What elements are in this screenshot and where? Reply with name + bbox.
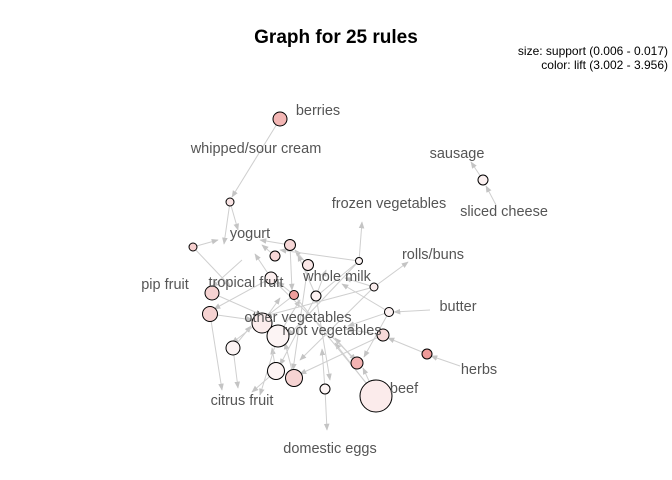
rule-node (204, 285, 220, 301)
rule-edge (211, 292, 263, 316)
rule-edge (270, 277, 357, 361)
rule-node (251, 312, 273, 334)
rule-node (202, 306, 218, 322)
rule-edge (344, 277, 375, 288)
rule-edge (222, 201, 231, 245)
item-label: frozen vegetables (332, 196, 446, 212)
rule-node (225, 197, 235, 207)
rule-node (225, 340, 241, 356)
rule-node (269, 250, 281, 262)
item-label: sliced cheese (460, 204, 548, 220)
rule-edge (299, 286, 375, 361)
rule-edge (373, 261, 409, 288)
rule-node (477, 174, 489, 186)
rule-edge (319, 348, 326, 390)
rule-edge (213, 277, 272, 310)
rule-edge (229, 201, 239, 231)
rule-node (384, 307, 394, 317)
rule-edge (279, 295, 317, 366)
rule-node (289, 290, 299, 300)
item-label: rolls/buns (402, 247, 464, 263)
item-label: other vegetables (244, 310, 351, 326)
rule-node (355, 257, 363, 265)
rule-edge (231, 118, 281, 198)
rule-edge (279, 248, 360, 262)
rule-edge (288, 244, 295, 291)
rule-edge (387, 337, 428, 355)
item-label: beef (390, 381, 419, 397)
rule-node (285, 369, 303, 387)
item-label: sausage (430, 146, 485, 162)
rule-edge (363, 311, 390, 358)
rule-edge (264, 286, 375, 318)
item-labels: berries whipped/sour cream sausage sliced c… (141, 103, 548, 457)
rule-edge (209, 313, 224, 391)
rule-nodes (188, 111, 489, 413)
rule-node (359, 379, 393, 413)
rule-edge (323, 388, 330, 431)
rule-edge (211, 259, 243, 288)
rule-node (376, 328, 390, 342)
item-label: domestic eggs (283, 441, 377, 457)
rule-edge (347, 311, 390, 327)
rule-edge (393, 308, 431, 315)
legend-color: color: lift (3.002 - 3.956) (541, 58, 668, 72)
item-label: pip fruit (141, 277, 189, 293)
rule-edge (192, 246, 231, 287)
item-label: citrus fruit (211, 393, 274, 409)
rule-node (421, 348, 433, 360)
rule-edge (358, 221, 365, 262)
rule-edge (291, 264, 309, 371)
rule-node (284, 239, 296, 251)
item-label: whole milk (302, 269, 371, 285)
item-label: whipped/sour cream (190, 141, 322, 157)
item-label: butter (439, 299, 476, 315)
item-label: berries (296, 103, 340, 119)
rule-node (350, 356, 364, 370)
rule-edge (315, 295, 332, 381)
rule-node (319, 383, 331, 395)
rule-node (310, 290, 322, 302)
rule-node (302, 259, 314, 271)
item-label: herbs (461, 362, 497, 378)
rule-node (369, 282, 379, 292)
rule-edge (299, 334, 384, 375)
rule-edge (430, 355, 461, 367)
item-label: yogurt (230, 226, 270, 242)
rule-node (267, 362, 285, 380)
rule-edge (293, 294, 373, 391)
rule-node (272, 111, 288, 127)
rule-node (264, 271, 278, 285)
rule-node (266, 324, 290, 348)
item-label: root vegetables (282, 323, 381, 339)
rule-edge (341, 283, 390, 313)
rule-edge (485, 185, 497, 206)
legend-size: size: support (0.006 - 0.017) (517, 44, 668, 58)
chart-title: Graph for 25 rules (254, 27, 418, 48)
rule-node (188, 242, 198, 252)
item-label: tropical fruit (209, 275, 284, 291)
